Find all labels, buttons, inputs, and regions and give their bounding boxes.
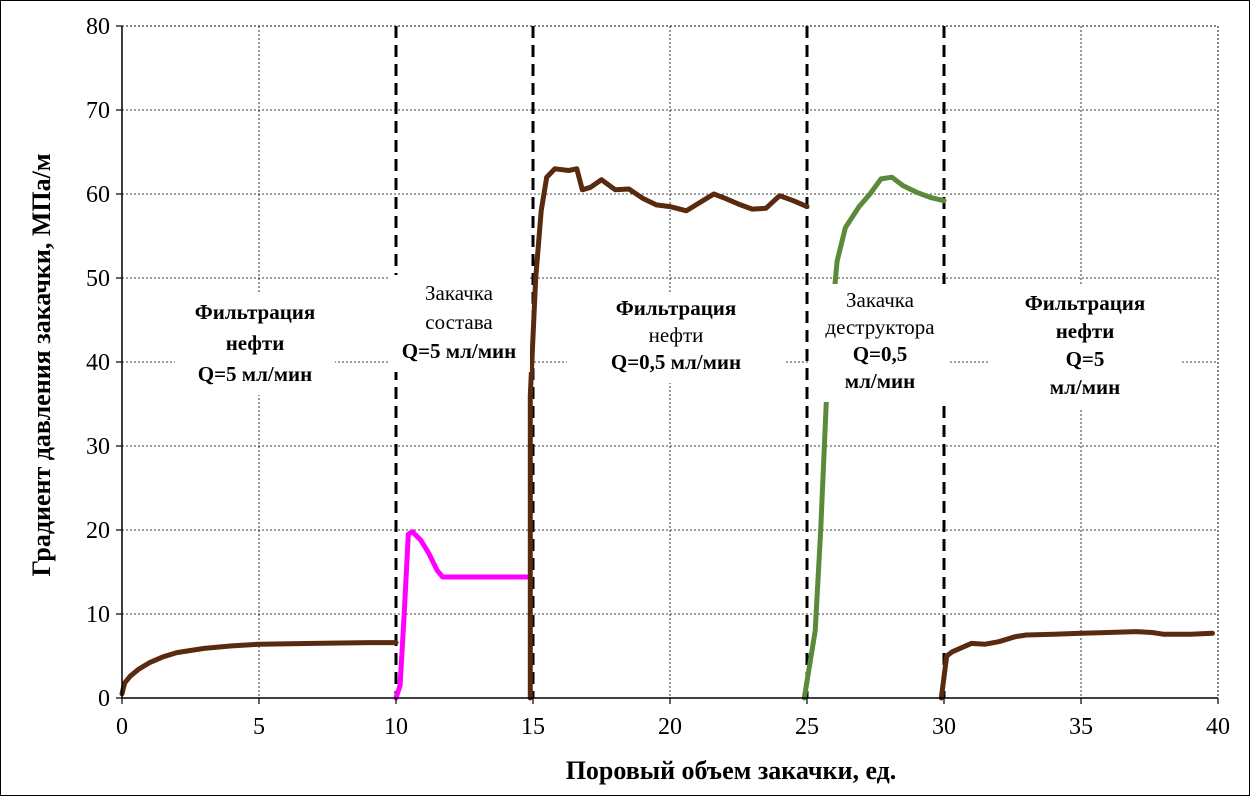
phase-boundaries: [394, 26, 946, 698]
annotation-box: [567, 292, 785, 383]
annotation-line: состава: [425, 310, 493, 334]
annotation-line: нефти: [1056, 319, 1115, 343]
y-tick-label: 50: [86, 266, 110, 292]
annotation-box: [990, 286, 1180, 408]
annotation-line: Закачка: [425, 281, 494, 305]
y-tick-label: 40: [86, 350, 110, 376]
annotation-line: мл/мин: [1050, 375, 1120, 399]
x-tick-label: 10: [384, 714, 408, 740]
annotation-line: Q=5: [1066, 347, 1105, 371]
annotation-line: Фильтрация: [195, 300, 316, 324]
y-tick-label: 60: [86, 182, 110, 208]
annotation-line: Q=0,5: [853, 342, 908, 366]
y-tick-label: 0: [98, 686, 110, 712]
annotation-line: Q=5 мл/мин: [402, 339, 516, 363]
x-tick-label: 20: [658, 714, 682, 740]
annotation-line: Фильтрация: [1025, 291, 1146, 315]
series-line-5: [938, 629, 1215, 701]
annotation-line: Q=0,5 мл/мин: [611, 350, 741, 374]
annotation-backgrounds: [175, 275, 1180, 408]
y-tick-label: 80: [86, 14, 110, 40]
series-line-4: [801, 174, 947, 701]
y-tick-label: 30: [86, 434, 110, 460]
x-tick-label: 5: [253, 714, 265, 740]
y-tick-label: 70: [86, 98, 110, 124]
y-tick-label: 10: [86, 602, 110, 628]
x-axis-title: Поровый объем закачки, ед.: [566, 756, 897, 785]
series-lines: [119, 166, 1215, 701]
annotation-line: нефти: [649, 323, 704, 347]
gridlines: [122, 25, 1219, 698]
annotation-line: Q=5 мл/мин: [198, 362, 312, 386]
annotation-line: деструктора: [825, 315, 935, 339]
axes: [116, 25, 1219, 704]
x-tick-label: 40: [1206, 714, 1230, 740]
annotation-line: мл/мин: [845, 369, 915, 393]
y-tick-label: 20: [86, 518, 110, 544]
phase-annotations: Фильтрация нефти Q=5 мл/мин Закачка состава Q…: [195, 281, 1146, 399]
y-axis-title: Градиент давления закачки, МПа/м: [27, 153, 56, 576]
tick-labels: 0 5 10 15 20 25 30 35 40 0 10 20 30 40 50 60 70 80: [86, 14, 1230, 740]
annotation-box: [388, 275, 530, 372]
series-line-1: [119, 640, 399, 697]
x-tick-label: 15: [521, 714, 545, 740]
x-tick-label: 30: [932, 714, 956, 740]
annotation-line: нефти: [226, 331, 285, 355]
annotation-line: Фильтрация: [616, 296, 737, 320]
x-tick-label: 0: [116, 714, 128, 740]
series-line-2: [393, 529, 530, 701]
x-tick-label: 35: [1069, 714, 1093, 740]
annotation-box: [810, 284, 950, 402]
x-tick-label: 25: [795, 714, 819, 740]
annotation-line: Закачка: [846, 288, 915, 312]
series-line-3: [527, 166, 810, 701]
annotation-box: [175, 292, 335, 395]
